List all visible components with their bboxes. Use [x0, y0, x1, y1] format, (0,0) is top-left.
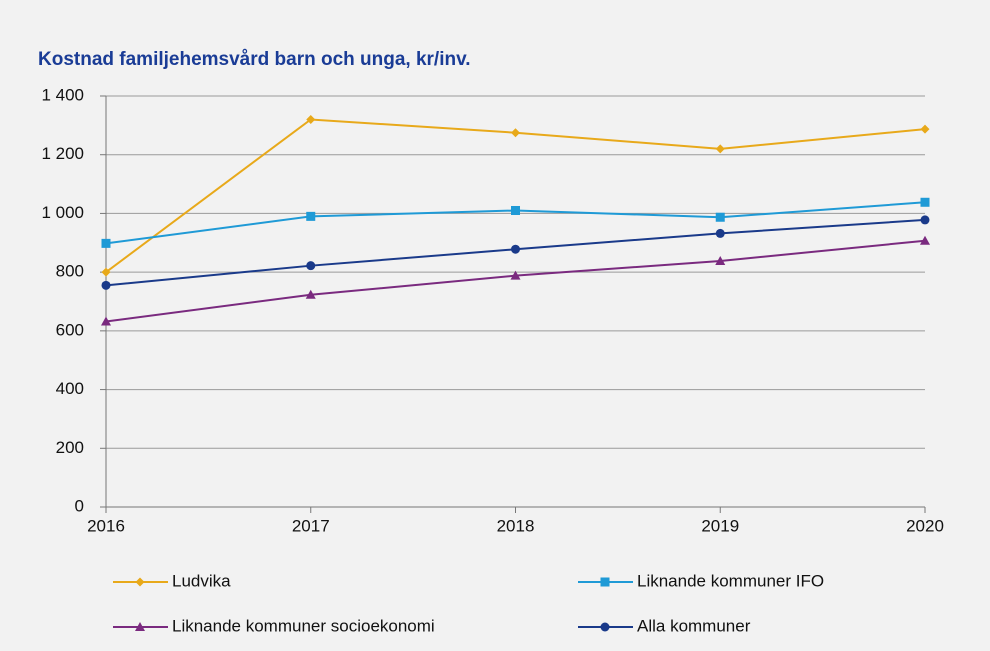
legend-label: Liknande kommuner socioekonomi	[172, 616, 435, 635]
legend-marker	[600, 622, 610, 632]
point	[511, 205, 520, 215]
x-tick-label: 2017	[292, 516, 330, 535]
point	[306, 211, 316, 221]
point	[920, 235, 930, 245]
legend-label: Liknande kommuner IFO	[637, 571, 824, 590]
point	[920, 215, 930, 225]
point	[305, 289, 316, 299]
y-tick-label: 200	[56, 438, 84, 457]
legend-label: Alla kommuner	[637, 616, 751, 635]
point	[715, 144, 725, 154]
point	[715, 255, 726, 265]
legend-label: Ludvika	[172, 571, 231, 590]
point	[306, 261, 316, 271]
y-tick-label: 1 000	[41, 203, 84, 222]
chart-title: Kostnad familjehemsvård barn och unga, k…	[38, 49, 471, 70]
point	[920, 124, 930, 134]
x-tick-label: 2019	[701, 516, 739, 535]
y-tick-label: 1 200	[41, 144, 84, 163]
legend-marker	[135, 622, 145, 631]
y-tick-label: 600	[56, 320, 84, 339]
point	[306, 114, 316, 124]
point	[101, 316, 111, 326]
x-tick-label: 2020	[906, 516, 944, 535]
y-tick-label: 400	[56, 379, 84, 398]
point	[920, 197, 930, 207]
point	[101, 280, 111, 290]
point	[511, 244, 520, 254]
point	[101, 238, 111, 248]
point	[510, 270, 521, 280]
y-tick-label: 800	[56, 262, 84, 281]
point	[511, 128, 520, 138]
point	[101, 267, 111, 277]
legend-marker	[135, 577, 145, 587]
point	[715, 212, 725, 222]
y-tick-label: 0	[75, 496, 84, 515]
x-tick-label: 2016	[87, 516, 125, 535]
legend-marker	[600, 577, 610, 587]
y-tick-label: 1 400	[41, 85, 84, 104]
point	[715, 228, 725, 238]
x-tick-label: 2018	[497, 516, 535, 535]
